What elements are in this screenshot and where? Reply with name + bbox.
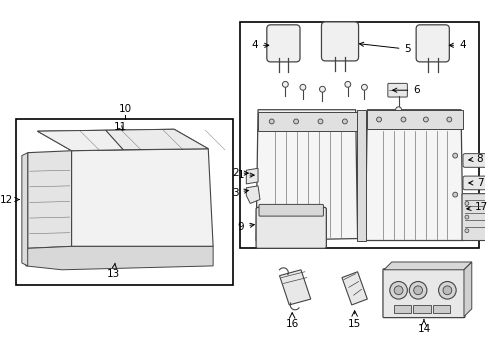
- Polygon shape: [22, 153, 28, 266]
- Circle shape: [464, 215, 468, 219]
- FancyBboxPatch shape: [462, 154, 488, 167]
- FancyBboxPatch shape: [382, 269, 464, 318]
- Circle shape: [269, 119, 274, 124]
- Bar: [16, 120, 232, 285]
- Text: 14: 14: [416, 324, 430, 334]
- FancyBboxPatch shape: [256, 207, 325, 248]
- Polygon shape: [38, 130, 123, 151]
- Polygon shape: [365, 110, 462, 240]
- Circle shape: [446, 117, 451, 122]
- Circle shape: [438, 282, 455, 299]
- Polygon shape: [246, 168, 258, 184]
- Polygon shape: [26, 246, 213, 270]
- Bar: [356, 110, 366, 240]
- Circle shape: [408, 282, 426, 299]
- Text: 15: 15: [347, 319, 361, 329]
- Bar: [240, 22, 478, 248]
- Circle shape: [423, 117, 427, 122]
- Circle shape: [344, 81, 350, 87]
- FancyBboxPatch shape: [415, 25, 448, 62]
- FancyBboxPatch shape: [259, 204, 323, 216]
- Polygon shape: [463, 262, 471, 317]
- Polygon shape: [256, 110, 357, 240]
- Text: 1: 1: [237, 170, 254, 180]
- Bar: [393, 305, 410, 313]
- Text: 2: 2: [231, 168, 248, 178]
- Circle shape: [300, 84, 305, 90]
- Text: 6: 6: [392, 85, 419, 95]
- Bar: [366, 110, 462, 129]
- Circle shape: [282, 81, 288, 87]
- Text: 4: 4: [448, 40, 465, 50]
- FancyBboxPatch shape: [387, 84, 407, 97]
- Text: 10: 10: [119, 104, 132, 114]
- Circle shape: [361, 84, 366, 90]
- Circle shape: [395, 107, 401, 113]
- Bar: [412, 305, 430, 313]
- Circle shape: [464, 229, 468, 233]
- Circle shape: [464, 202, 468, 205]
- Polygon shape: [38, 129, 208, 151]
- Circle shape: [342, 119, 346, 124]
- Text: 3: 3: [231, 188, 248, 198]
- Bar: [258, 112, 357, 131]
- Text: 11: 11: [114, 122, 127, 132]
- FancyBboxPatch shape: [461, 194, 488, 240]
- Bar: [432, 305, 449, 313]
- Polygon shape: [71, 149, 213, 246]
- Polygon shape: [279, 270, 310, 305]
- Text: 9: 9: [237, 222, 254, 232]
- Text: 16: 16: [285, 319, 298, 329]
- Text: 12: 12: [0, 194, 19, 204]
- Circle shape: [413, 286, 422, 295]
- Polygon shape: [28, 151, 71, 248]
- Circle shape: [319, 86, 325, 92]
- Polygon shape: [341, 272, 366, 305]
- Circle shape: [442, 286, 451, 295]
- Text: 13: 13: [107, 263, 120, 279]
- Circle shape: [400, 117, 405, 122]
- FancyBboxPatch shape: [266, 25, 300, 62]
- FancyBboxPatch shape: [462, 176, 486, 190]
- Text: 5: 5: [359, 42, 410, 54]
- Circle shape: [452, 192, 457, 197]
- Polygon shape: [105, 129, 208, 150]
- Circle shape: [293, 119, 298, 124]
- Polygon shape: [246, 186, 260, 203]
- Circle shape: [376, 117, 381, 122]
- Circle shape: [317, 119, 322, 124]
- Polygon shape: [383, 262, 471, 270]
- Text: 4: 4: [251, 40, 268, 50]
- Circle shape: [389, 282, 407, 299]
- Circle shape: [452, 153, 457, 158]
- Text: 8: 8: [468, 153, 482, 163]
- Circle shape: [393, 286, 402, 295]
- Text: 7: 7: [468, 178, 482, 188]
- Text: 17: 17: [466, 202, 487, 212]
- FancyBboxPatch shape: [321, 22, 358, 61]
